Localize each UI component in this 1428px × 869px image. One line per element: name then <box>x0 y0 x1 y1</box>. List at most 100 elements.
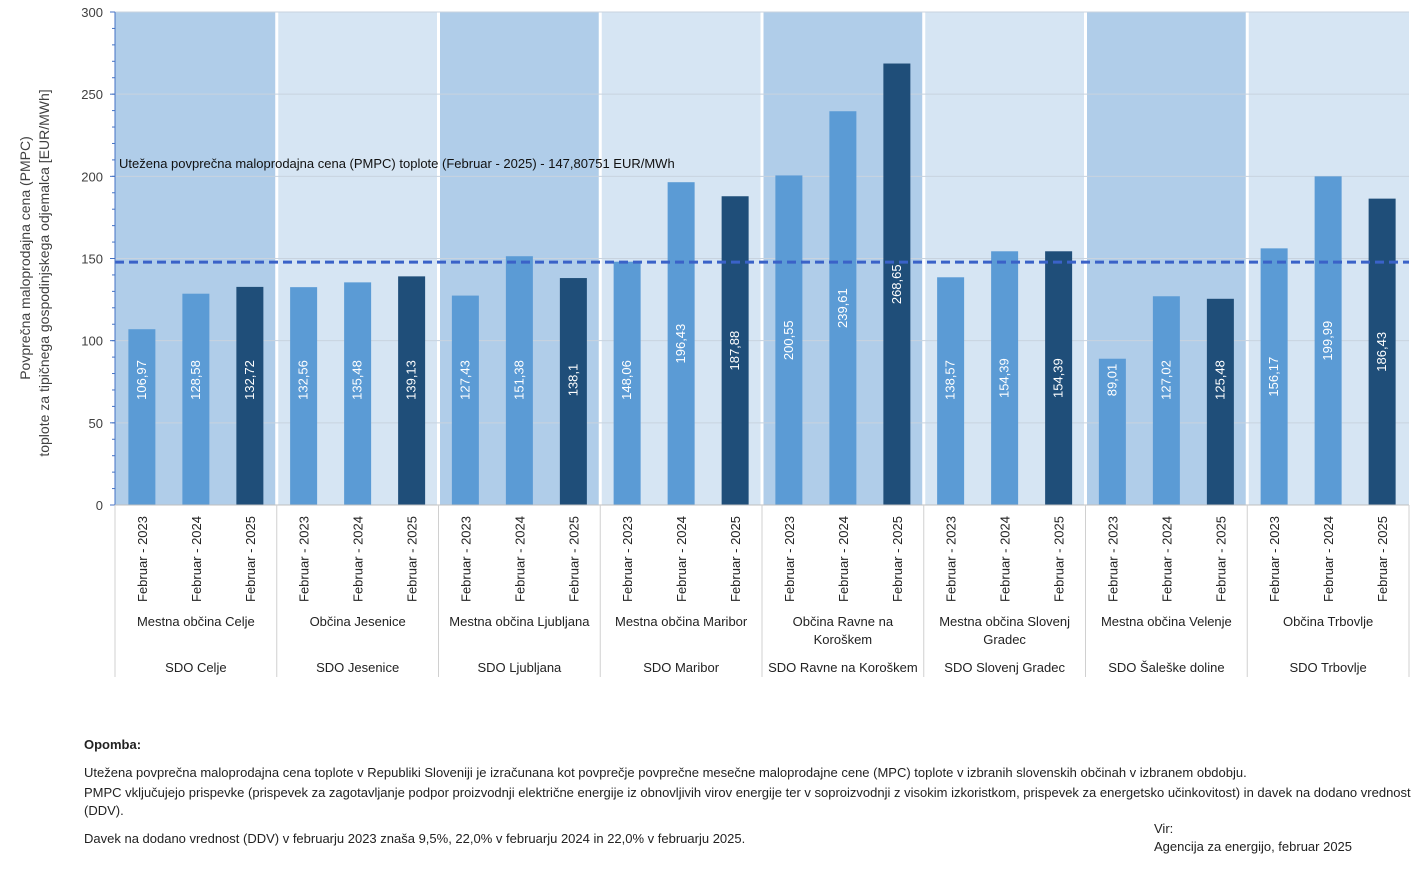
bar <box>559 278 587 505</box>
bar <box>505 256 533 505</box>
axis-labels: 0 50 100 150 200 250 300 Februar - 2023 Februar … <box>17 5 1390 675</box>
bar <box>344 282 372 505</box>
y-tick-label: 50 <box>89 416 103 431</box>
bar <box>613 261 641 505</box>
x-period-label: Februar - 2025 <box>566 516 581 602</box>
bar-value-label: 138,1 <box>565 364 580 397</box>
bar <box>398 276 426 505</box>
x-period-label: Februar - 2025 <box>890 516 905 602</box>
x-period-label: Februar - 2024 <box>836 516 851 602</box>
y-tick-label: 0 <box>96 498 103 513</box>
bar-value-label: 239,61 <box>835 288 850 328</box>
sdo-label: SDO Ljubljana <box>477 660 562 675</box>
bar-value-label: 127,43 <box>457 360 472 400</box>
notes-paragraph-1: Utežena povprečna maloprodajna cena topl… <box>84 765 1247 780</box>
bar-value-label: 186,43 <box>1374 332 1389 372</box>
municipality-label: Gradec <box>983 632 1026 647</box>
municipality-label: Mestna občina Ljubljana <box>449 614 590 629</box>
x-period-label: Februar - 2024 <box>674 516 689 602</box>
y-axis-title-line-1: Povprečna maloprodajna cena (PMPC) <box>17 136 33 380</box>
bar <box>1314 176 1342 505</box>
price-chart: 106,97 128,58 132,72 132,56 135,48 139,13 127,… <box>17 5 1410 677</box>
x-period-label: Februar - 2024 <box>351 516 366 602</box>
y-tick-label: 250 <box>81 87 103 102</box>
municipality-label: Mestna občina Maribor <box>615 614 748 629</box>
sdo-label: SDO Slovenj Gradec <box>944 660 1065 675</box>
bar <box>667 182 695 506</box>
notes-title: Opomba: <box>84 737 142 752</box>
x-period-label: Februar - 2023 <box>1267 516 1282 602</box>
sdo-label: SDO Ravne na Koroškem <box>768 660 918 675</box>
bar <box>1098 358 1126 505</box>
bar-value-label: 268,65 <box>889 264 904 304</box>
bar <box>1045 251 1073 505</box>
x-period-label: Februar - 2023 <box>1105 516 1120 602</box>
bar <box>721 196 749 505</box>
x-period-label: Februar - 2023 <box>782 516 797 602</box>
x-period-label: Februar - 2023 <box>135 516 150 602</box>
x-period-label: Februar - 2023 <box>458 516 473 602</box>
sdo-label: SDO Maribor <box>643 660 720 675</box>
notes-paragraph-2: PMPC vključujejo prispevke (prispevek za… <box>84 785 1411 818</box>
x-period-label: Februar - 2025 <box>1213 516 1228 602</box>
x-period-label: Februar - 2025 <box>1375 516 1390 602</box>
y-tick-label: 100 <box>81 334 103 349</box>
bars: 106,97 128,58 132,72 132,56 135,48 139,13 127,… <box>128 63 1396 506</box>
bar <box>182 293 210 505</box>
y-tick-label: 200 <box>81 169 103 184</box>
bar-value-label: 156,17 <box>1266 357 1281 397</box>
reference-line-label: Utežena povprečna maloprodajna cena (PMP… <box>119 156 675 171</box>
bar <box>1206 298 1234 505</box>
municipality-label: Mestna občina Celje <box>137 614 255 629</box>
bar <box>290 287 318 505</box>
bar-value-label: 125,48 <box>1212 360 1227 400</box>
sdo-label: SDO Šaleške doline <box>1108 660 1224 675</box>
municipality-label: Mestna občina Velenje <box>1101 614 1232 629</box>
bar-value-label: 128,58 <box>188 360 203 400</box>
municipality-label: Mestna občina Slovenj <box>939 614 1070 629</box>
bar-value-label: 106,97 <box>134 360 149 400</box>
bar <box>775 175 803 505</box>
bar-value-label: 199,99 <box>1320 321 1335 361</box>
bar-value-label: 132,72 <box>242 360 257 400</box>
x-period-label: Februar - 2023 <box>620 516 635 602</box>
sdo-label: SDO Jesenice <box>316 660 399 675</box>
bar <box>937 277 965 505</box>
bar-value-label: 138,57 <box>943 360 958 400</box>
bar <box>991 251 1019 505</box>
reference-line-group: Utežena povprečna maloprodajna cena (PMP… <box>115 156 1409 264</box>
x-period-label: Februar - 2024 <box>189 516 204 602</box>
bar-value-label: 127,02 <box>1158 360 1173 400</box>
bar <box>451 295 479 505</box>
y-tick-label: 150 <box>81 252 103 267</box>
municipality-label: Občina Trbovlje <box>1283 614 1373 629</box>
x-period-label: Februar - 2024 <box>1321 516 1336 602</box>
x-period-label: Februar - 2025 <box>728 516 743 602</box>
bar <box>829 111 857 505</box>
x-period-label: Februar - 2025 <box>243 516 258 602</box>
bar <box>1368 198 1396 505</box>
sdo-label: SDO Trbovlje <box>1289 660 1366 675</box>
x-period-label: Februar - 2025 <box>405 516 420 602</box>
x-period-label: Februar - 2024 <box>1159 516 1174 602</box>
x-period-label: Februar - 2023 <box>944 516 959 602</box>
notes-paragraph-3: Davek na dodano vrednost (DDV) v februar… <box>84 831 746 846</box>
bar-value-label: 154,39 <box>1051 358 1066 398</box>
bar <box>128 329 156 505</box>
x-period-label: Februar - 2023 <box>297 516 312 602</box>
source-text: Agencija za energijo, februar 2025 <box>1154 839 1353 854</box>
bar-value-label: 139,13 <box>404 360 419 400</box>
municipality-label: Občina Jesenice <box>310 614 406 629</box>
bar <box>1260 248 1288 505</box>
axes <box>110 11 1410 677</box>
bar-value-label: 151,38 <box>511 360 526 400</box>
bar-value-label: 154,39 <box>997 358 1012 398</box>
bar <box>1152 296 1180 505</box>
bar-value-label: 132,56 <box>296 360 311 400</box>
bar-value-label: 135,48 <box>350 360 365 400</box>
bar-value-label: 148,06 <box>619 360 634 400</box>
y-axis-title-line-2: toplote za tipičnega gospodinjskega odje… <box>36 89 52 456</box>
x-period-label: Februar - 2025 <box>1052 516 1067 602</box>
bar-value-label: 200,55 <box>781 320 796 360</box>
x-period-label: Februar - 2024 <box>512 516 527 602</box>
